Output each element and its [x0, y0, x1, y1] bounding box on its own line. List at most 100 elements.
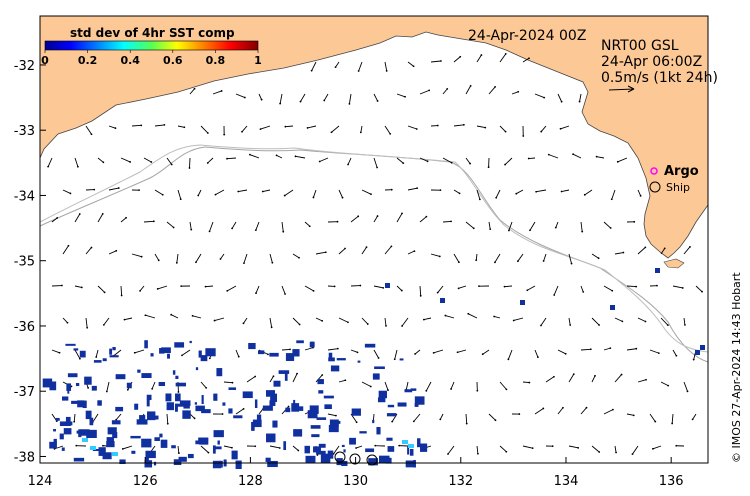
current-arrow — [529, 221, 536, 231]
arrow-head — [61, 284, 63, 287]
current-arrow — [603, 221, 611, 229]
arrow-head — [103, 291, 106, 294]
current-arrow — [488, 86, 496, 95]
sst-patch — [262, 405, 273, 411]
arrow-head — [180, 285, 183, 288]
sst-patch — [610, 305, 615, 310]
sst-patch — [404, 389, 413, 393]
arrow-head — [422, 318, 425, 321]
sst-patch — [67, 373, 78, 378]
current-arrow — [258, 408, 264, 415]
arrow-head — [191, 314, 194, 317]
arrow-head — [507, 358, 510, 361]
current-arrow — [555, 221, 559, 228]
arrow-head — [254, 375, 257, 378]
arrow-head — [644, 246, 647, 249]
sst-patch — [82, 400, 87, 409]
current-arrow — [92, 413, 99, 423]
arrow-head — [632, 414, 635, 417]
arrow-head — [243, 262, 245, 265]
arrow-head — [465, 422, 468, 425]
current-arrow — [373, 157, 378, 168]
arrow-head — [356, 351, 359, 354]
current-arrow — [611, 189, 616, 200]
arrow-head — [152, 220, 155, 223]
arrow-head — [622, 251, 625, 254]
arrow-head — [183, 126, 186, 129]
sst-patch — [283, 441, 287, 451]
sst-patch — [272, 420, 278, 428]
current-arrow — [361, 246, 367, 255]
sst-patch — [351, 408, 361, 416]
arrow-head — [517, 90, 520, 93]
current-arrow — [692, 413, 697, 420]
current-arrow — [591, 253, 599, 259]
legend-tick-label: 0 — [41, 54, 49, 67]
arrow-head — [163, 124, 166, 126]
arrow-head — [425, 389, 428, 392]
current-arrow — [504, 285, 513, 288]
arrow-head — [114, 127, 117, 130]
current-arrow — [62, 189, 71, 194]
arrow-head — [439, 189, 442, 192]
arrow-head — [654, 420, 657, 423]
arrow-head — [436, 124, 439, 127]
arrow-head — [480, 54, 483, 56]
current-arrow — [115, 413, 122, 421]
arrow-head — [663, 247, 666, 250]
arrow-head — [504, 52, 507, 55]
sst-patch — [126, 382, 132, 389]
current-arrow — [499, 53, 507, 63]
arrow-head — [47, 165, 50, 168]
current-arrow — [315, 251, 326, 255]
current-arrow — [671, 413, 674, 424]
sst-patch — [278, 370, 290, 374]
arrow-head — [102, 444, 104, 447]
sst-patch — [107, 427, 117, 435]
sst-patch — [42, 378, 53, 388]
arrow-head — [382, 286, 385, 289]
sst-patch — [323, 395, 334, 399]
arrow-head — [151, 387, 154, 390]
current-arrow — [695, 285, 703, 292]
arrow-head — [385, 325, 387, 327]
arrow-head — [639, 194, 642, 197]
arrow-head — [219, 258, 222, 260]
sst-patch — [195, 440, 203, 445]
x-tick-label: 136 — [659, 474, 684, 489]
current-arrow — [384, 61, 388, 72]
sst-patch — [93, 360, 102, 363]
arrow-head — [551, 445, 554, 448]
sst-patch — [144, 460, 153, 468]
current-arrow — [360, 125, 363, 133]
current-arrow — [269, 376, 274, 383]
sst-patch — [172, 370, 176, 375]
current-arrow — [255, 221, 260, 231]
sst-patch — [417, 438, 421, 448]
current-arrow — [315, 317, 323, 322]
y-tick-label: -33 — [14, 124, 35, 139]
arrow-head — [412, 65, 415, 68]
arrow-head — [58, 351, 61, 354]
current-arrow — [223, 445, 233, 449]
current-arrow — [433, 349, 444, 354]
sst-patch — [55, 417, 60, 421]
arrow-head — [616, 160, 619, 163]
sst-patch — [84, 376, 92, 385]
sst-patch — [213, 430, 224, 438]
sst-patch — [201, 395, 204, 404]
sst-patch — [201, 409, 211, 414]
bathymetry-contour-slope — [39, 144, 709, 353]
sst-patch — [131, 450, 136, 454]
current-arrow — [430, 60, 441, 63]
arrow-head — [692, 358, 695, 361]
sst-patch — [269, 352, 279, 357]
legend-tick-label: 0.6 — [163, 54, 183, 67]
arrow-head — [569, 324, 572, 326]
product-name: NRT00 GSL — [601, 38, 679, 54]
current-arrow — [120, 217, 127, 223]
arrow-head — [298, 323, 301, 326]
arrow-head — [284, 293, 286, 295]
arrow-head — [115, 249, 118, 252]
arrow-head — [156, 288, 159, 290]
